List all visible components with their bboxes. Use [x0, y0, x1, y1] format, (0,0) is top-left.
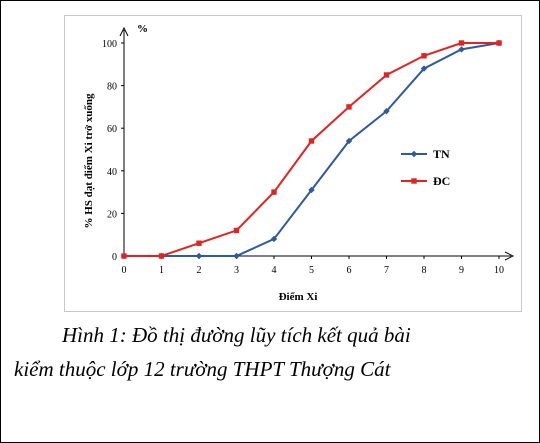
y-tick-label: 80	[107, 82, 117, 93]
legend-item: ĐC	[401, 174, 450, 188]
x-tick-label: 8	[422, 265, 427, 276]
data-point	[345, 137, 353, 145]
data-point	[346, 104, 352, 110]
y-unit-label: %	[137, 23, 148, 35]
data-point	[158, 253, 165, 259]
figure-caption-line-2: kiểm thuộc lớp 12 trường THPT Thượng Cát	[14, 357, 391, 381]
x-tick-label: 0	[122, 265, 127, 276]
x-tick-label: 3	[234, 265, 239, 276]
data-point	[308, 138, 315, 144]
data-point	[233, 252, 240, 260]
data-point	[383, 72, 390, 78]
x-axis-label: Điểm Xi	[279, 291, 318, 303]
legend: TN ĐC	[401, 147, 450, 188]
y-tick-label: 0	[112, 252, 117, 263]
x-tick-label: 2	[197, 265, 202, 276]
y-tick-label: 60	[107, 124, 117, 135]
legend-label: TN	[433, 147, 450, 161]
data-point	[496, 40, 502, 46]
legend-marker	[410, 150, 418, 158]
y-tick-label: 20	[107, 209, 117, 220]
data-point	[421, 53, 427, 59]
data-point	[271, 189, 277, 195]
tick-labels: 0 20 40 60 80 100 0 1 2 3 4 5 6 7 8 9 10	[102, 39, 504, 276]
y-axis-label: % HS đạt điểm Xi trở xuống	[83, 93, 95, 229]
x-tick-label: 5	[309, 265, 314, 276]
x-tick-label: 9	[459, 265, 464, 276]
legend-label: ĐC	[433, 174, 450, 188]
data-point	[196, 240, 202, 246]
data-point	[458, 46, 465, 53]
series-dc	[121, 40, 502, 259]
data-point	[383, 107, 390, 115]
legend-marker	[411, 178, 417, 184]
data-point	[308, 186, 315, 194]
axes	[119, 26, 515, 261]
y-axis-arrow	[119, 26, 129, 37]
figure-caption-line-1: Hình 1: Đồ thị đường lũy tích kết quả bà…	[62, 323, 411, 347]
x-tick-label: 10	[494, 265, 504, 276]
legend-item: TN	[401, 147, 450, 161]
y-tick-label: 100	[102, 39, 117, 50]
cumulative-line-chart: 0 20 40 60 80 100 0 1 2 3 4 5 6 7 8 9 10 TN ĐC Điểm Xi % …	[83, 23, 515, 303]
x-tick-label: 4	[272, 265, 277, 276]
data-point	[121, 253, 127, 259]
data-point	[458, 40, 465, 46]
data-point	[195, 252, 203, 260]
chart-container: 0 20 40 60 80 100 0 1 2 3 4 5 6 7 8 9 10 TN ĐC Điểm Xi % …	[64, 15, 522, 312]
y-tick-label: 40	[107, 167, 117, 178]
x-axis-arrow	[504, 251, 515, 261]
data-point	[270, 235, 278, 243]
data-point	[420, 65, 428, 72]
x-tick-label: 7	[384, 265, 389, 276]
x-tick-label: 1	[159, 265, 164, 276]
x-tick-label: 6	[347, 265, 352, 276]
series-lines	[120, 39, 503, 260]
data-point	[233, 227, 240, 234]
